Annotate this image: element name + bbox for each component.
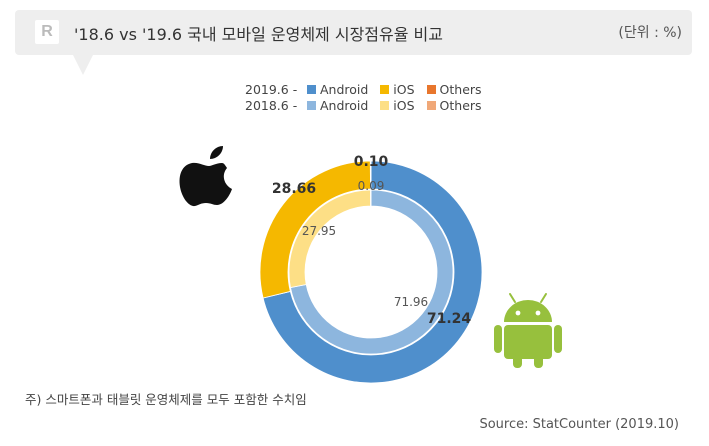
data-label-outer-android: 71.24: [427, 311, 472, 327]
legend-label: Others: [439, 82, 482, 97]
legend-item-android: Android: [306, 82, 369, 97]
donut-labels: 71.24 28.66 0.10 71.96 27.95 0.09: [272, 154, 472, 327]
legend-row-2018: 2018.6 - Android iOS Others: [245, 98, 490, 114]
legend-swatch: [380, 101, 390, 110]
legend-item-others: Others: [426, 82, 482, 97]
legend-item-ios: iOS: [380, 98, 415, 113]
android-robot-icon: [494, 293, 562, 368]
unit-label: (단위 : %): [618, 25, 682, 41]
slice-inner-others: [370, 189, 372, 207]
legend-swatch: [306, 85, 316, 94]
legend-swatch: [380, 85, 390, 94]
legend-item-ios: iOS: [380, 82, 415, 97]
donut-rings: [259, 160, 483, 384]
legend-swatch: [426, 85, 436, 94]
legend-label: Android: [319, 82, 369, 97]
legend-swatch: [306, 101, 316, 110]
legend-period: 2018.6 -: [245, 98, 298, 113]
legend-item-android: Android: [306, 98, 369, 113]
header-banner: R '18.6 vs '19.6 국내 모바일 운영체제 시장점유율 비교 (단…: [15, 10, 692, 55]
data-label-outer-ios: 28.66: [272, 181, 316, 197]
apple-logo-icon: [179, 146, 232, 207]
slice-outer-others: [369, 160, 372, 190]
data-label-inner-ios: 27.95: [302, 224, 336, 238]
legend-swatch: [426, 101, 436, 110]
legend-row-2019: 2019.6 - Android iOS Others: [245, 82, 490, 98]
legend-period: 2019.6 -: [245, 82, 298, 97]
logo-icon: R: [35, 20, 59, 44]
data-label-outer-others: 0.10: [354, 154, 389, 170]
header-callout-tail: [73, 55, 93, 75]
chart-title: '18.6 vs '19.6 국내 모바일 운영체제 시장점유율 비교: [74, 25, 443, 44]
legend-label: iOS: [393, 98, 415, 113]
slice-outer-android: [262, 160, 483, 384]
footnote: 주) 스마트폰과 태블릿 운영체제를 모두 포함한 수치임: [25, 392, 307, 407]
legend-item-others: Others: [426, 98, 482, 113]
legend-label: Others: [439, 98, 482, 113]
legend-label: Android: [319, 98, 369, 113]
legend-label: iOS: [393, 82, 415, 97]
slice-inner-android: [290, 189, 454, 355]
data-label-inner-android: 71.96: [394, 295, 428, 309]
source-label: Source: StatCounter (2019.10): [479, 417, 679, 432]
data-label-inner-others: 0.09: [358, 179, 385, 193]
